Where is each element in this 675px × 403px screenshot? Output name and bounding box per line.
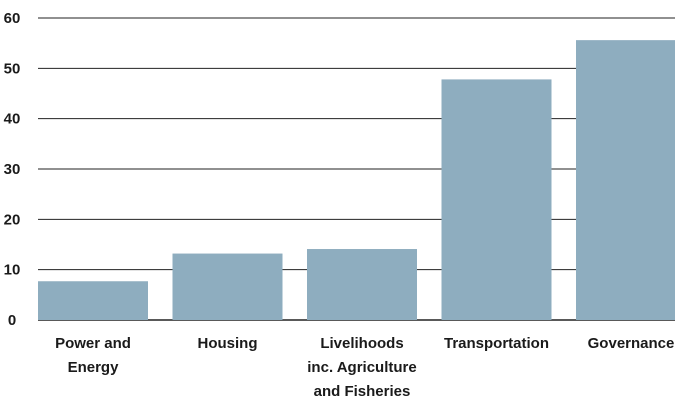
y-tick-label: 10: [4, 262, 21, 279]
x-axis-category-labels: Power and Energy Housing Livelihoods inc. Ag…: [55, 335, 674, 400]
y-tick-label: 20: [4, 211, 21, 228]
bar: [576, 40, 675, 320]
y-tick-label: 0: [8, 312, 16, 329]
bar: [441, 79, 552, 320]
y-tick-label: 60: [4, 10, 21, 27]
y-axis-tick-labels: 0 10 20 30 40 50 60: [4, 10, 21, 329]
y-tick-label: 30: [4, 161, 21, 178]
y-tick-label: 50: [4, 60, 21, 77]
y-tick-label: 40: [4, 111, 21, 128]
bars: [38, 40, 675, 320]
x-category-label: Transportation: [444, 335, 549, 352]
gridlines: [38, 17, 675, 321]
bar: [172, 253, 283, 320]
x-category-label: Livelihoods inc. Agriculture and Fisheries: [307, 335, 416, 400]
x-category-label: Power and Energy: [55, 335, 131, 376]
x-category-label: Housing: [198, 335, 258, 352]
bar: [307, 249, 417, 320]
x-category-label: Governance: [588, 335, 675, 352]
bar: [38, 281, 148, 320]
